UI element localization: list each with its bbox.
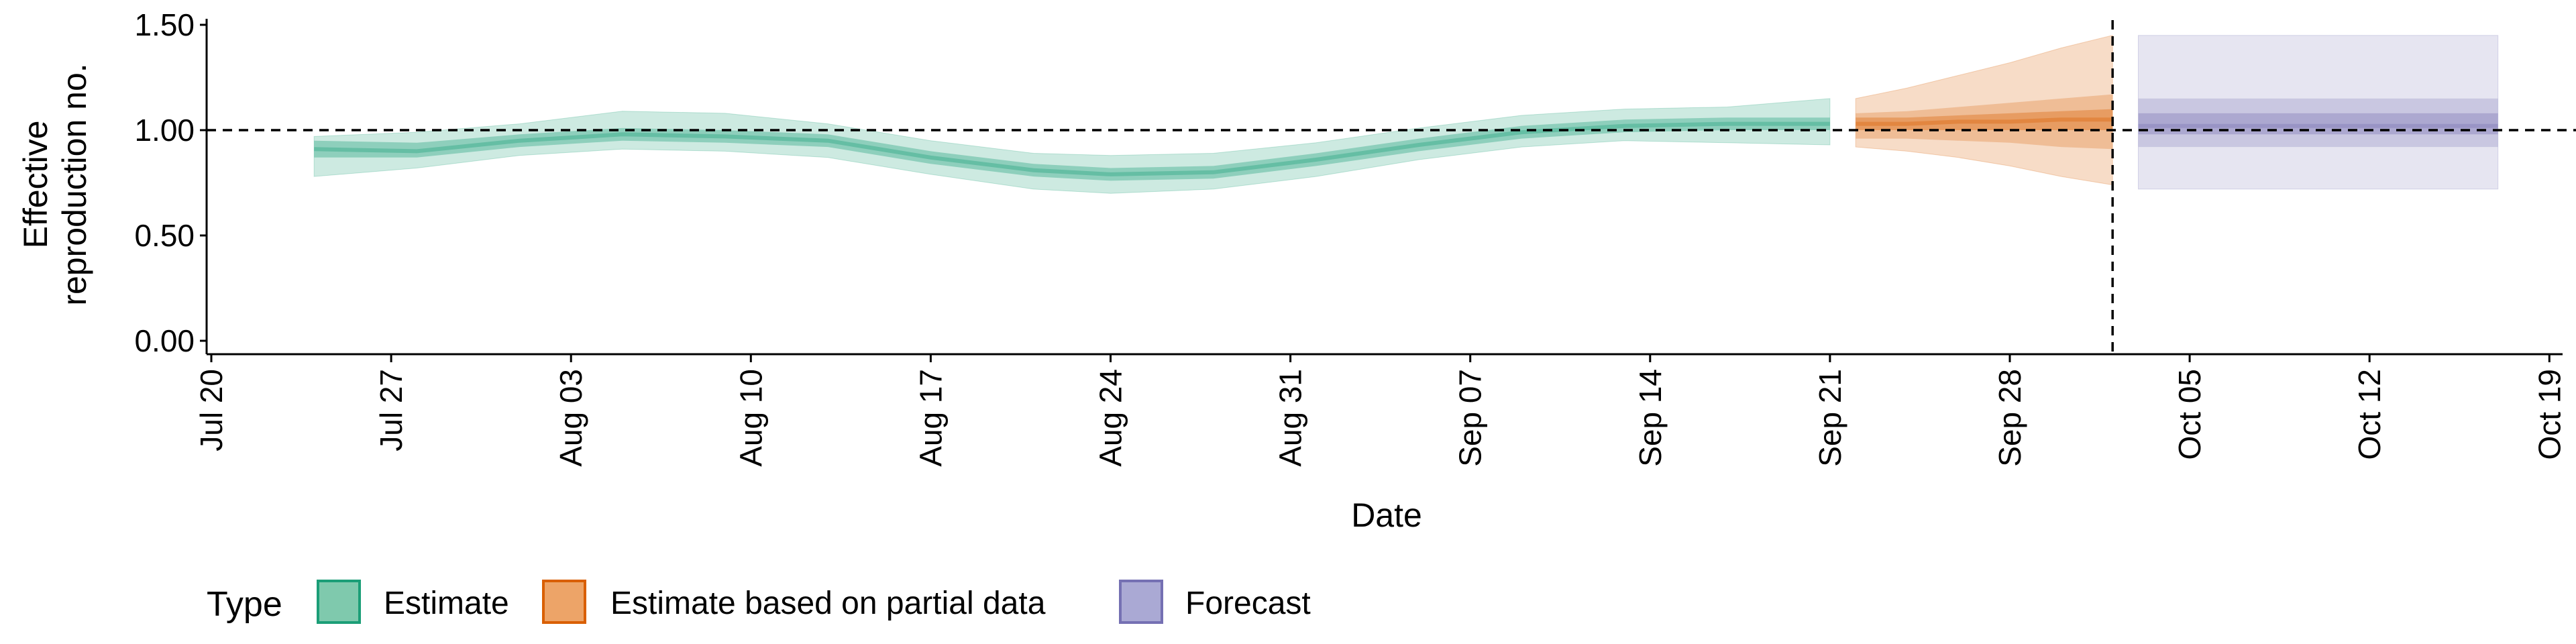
legend-key-partial (542, 580, 586, 624)
y-tick-label: 1.50 (134, 7, 195, 42)
band-90-forecast (2138, 35, 2499, 190)
x-tick-label: Jul 20 (194, 369, 229, 451)
x-tick-label: Oct 19 (2532, 369, 2567, 460)
x-tick-label: Oct 05 (2172, 369, 2207, 460)
legend-label-estimate: Estimate (384, 586, 509, 621)
x-tick-label: Sep 07 (1453, 369, 1488, 467)
bands-layer (313, 35, 2499, 194)
y-tick-label: 1.00 (134, 113, 195, 148)
x-tick-label: Aug 03 (553, 369, 588, 467)
y-axis-label-line2: reproduction no. (56, 63, 93, 305)
reference-lines-layer (207, 20, 2576, 354)
legend-label-partial: Estimate based on partial data (610, 586, 1046, 621)
legend-key-estimate (317, 580, 361, 624)
legend: Type Estimate Estimate based on partial … (207, 580, 1311, 624)
median-line-estimate (314, 121, 1830, 176)
band-90-estimate (313, 98, 1831, 194)
y-ticks: 0.00 0.50 1.00 1.50 (134, 7, 207, 358)
x-tick-label: Aug 31 (1273, 369, 1308, 467)
x-ticks: Jul 20 Jul 27 Aug 03 Aug 10 Aug 17 Aug 24 Aug … (194, 354, 2567, 467)
band-50-estimate-based-on-partial-data (1856, 109, 2113, 130)
legend-title: Type (207, 585, 282, 624)
x-tick-label: Aug 10 (733, 369, 768, 467)
band-75-forecast (2138, 98, 2498, 148)
x-tick-label: Sep 14 (1633, 369, 1668, 467)
x-axis-label: Date (1351, 496, 1422, 534)
band-75-estimate-based-on-partial-data (1856, 94, 2113, 150)
x-tick-label: Aug 17 (913, 369, 948, 467)
x-tick-label: Jul 27 (374, 369, 409, 451)
x-tick-label: Sep 28 (1992, 369, 2027, 467)
legend-label-forecast: Forecast (1185, 586, 1311, 621)
legend-key-forecast (1119, 580, 1163, 624)
x-tick-label: Aug 24 (1093, 369, 1128, 467)
axes-layer (205, 19, 2563, 356)
x-tick-label: Sep 21 (1813, 369, 1847, 467)
band-50-estimate (314, 117, 1830, 181)
y-axis-label-line1: Effective (17, 121, 54, 249)
y-tick-label: 0.50 (134, 218, 195, 253)
x-tick-label: Oct 12 (2352, 369, 2387, 460)
y-tick-label: 0.00 (134, 323, 195, 358)
median-lines-layer (314, 117, 2498, 176)
median-line-estimate-based-on-partial-data (1856, 117, 2113, 126)
